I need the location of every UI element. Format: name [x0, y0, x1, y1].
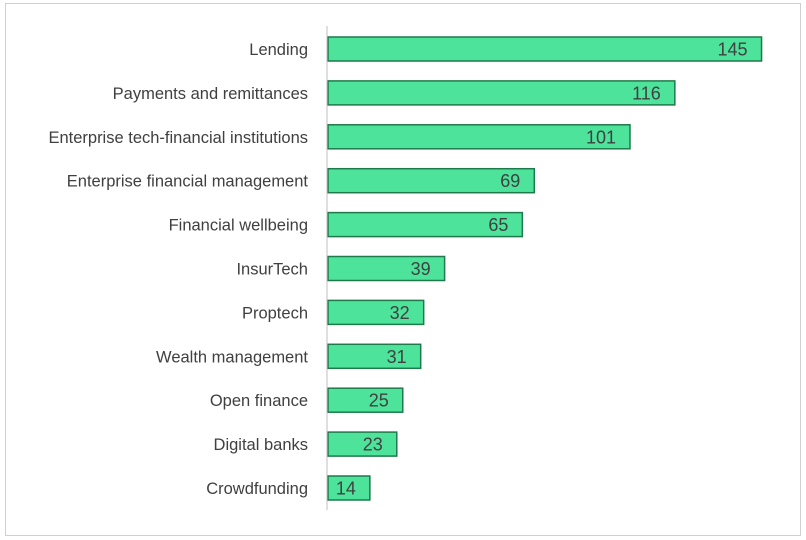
data-label: 32 — [390, 303, 410, 323]
category-labels-layer: Lending Payments and remittances Enterpris… — [48, 41, 308, 498]
category-label: Payments and remittances — [113, 85, 308, 103]
data-label: 14 — [336, 479, 356, 499]
bar — [327, 36, 763, 62]
bar — [327, 80, 676, 106]
bar — [327, 431, 398, 457]
category-label: Wealth management — [156, 348, 308, 366]
category-label: Proptech — [242, 304, 308, 322]
data-label: 39 — [411, 259, 431, 279]
category-label: Open finance — [210, 392, 308, 410]
category-label: Financial wellbeing — [169, 217, 308, 235]
category-label: InsurTech — [236, 261, 308, 279]
bar — [327, 124, 631, 150]
data-label: 101 — [586, 127, 616, 147]
bar — [327, 343, 422, 370]
bar — [327, 387, 404, 413]
data-label: 25 — [369, 391, 389, 411]
category-label: Enterprise financial management — [67, 173, 309, 191]
bar — [327, 255, 446, 282]
data-label: 31 — [387, 347, 407, 367]
data-label: 116 — [632, 83, 661, 103]
data-label: 145 — [718, 40, 748, 60]
bar — [327, 211, 524, 238]
category-label: Lending — [249, 41, 308, 59]
bar — [327, 167, 536, 194]
category-label: Digital banks — [214, 436, 308, 454]
bars-layer: 145 116 101 69 65 39 32 31 25 23 14 — [327, 36, 763, 501]
bar — [327, 475, 371, 501]
category-label: Enterprise tech-financial institutions — [48, 129, 308, 147]
data-label: 65 — [488, 215, 508, 235]
bar — [327, 299, 425, 326]
data-label: 69 — [500, 171, 520, 191]
category-label: Crowdfunding — [206, 480, 308, 498]
data-label: 23 — [363, 435, 383, 455]
